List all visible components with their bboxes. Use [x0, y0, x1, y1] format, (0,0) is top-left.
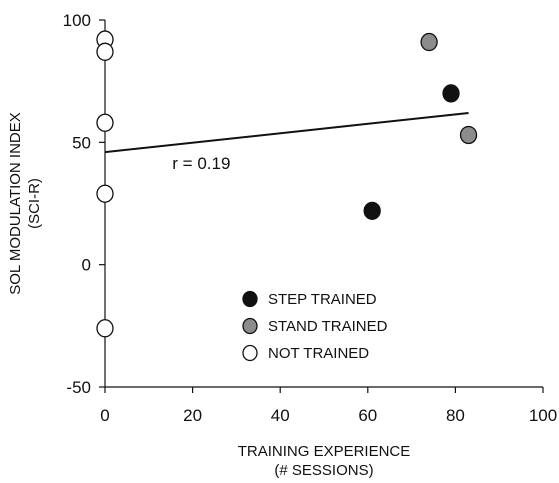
legend-label: STAND TRAINED	[268, 318, 388, 335]
x-axis-title: TRAINING EXPERIENCE (# SESSIONS)	[238, 443, 411, 479]
y-tick-label: 0	[82, 256, 91, 275]
x-tick-label: 0	[100, 406, 109, 425]
x-axis-title-line: (# SESSIONS)	[274, 462, 373, 479]
correlation-label: r = 0.19	[172, 154, 230, 173]
x-tick-label: 40	[271, 406, 290, 425]
annotations: r = 0.19	[172, 154, 230, 173]
data-point	[363, 201, 381, 220]
tick-marks	[99, 19, 544, 393]
axis-titles: TRAINING EXPERIENCE (# SESSIONS) SOL MODUL…	[7, 112, 410, 479]
y-tick-label: 100	[63, 11, 91, 30]
legend-label: NOT TRAINED	[268, 345, 369, 362]
y-axis-title: SOL MODULATION INDEX (SCI-R)	[7, 112, 43, 295]
regression-line	[104, 111, 469, 154]
x-axis-title-line: TRAINING EXPERIENCE	[238, 443, 411, 460]
data-point	[96, 113, 114, 132]
data-point	[96, 319, 114, 338]
regression-line-group	[104, 111, 469, 154]
y-tick-label: -50	[66, 378, 91, 397]
x-tick-label: 80	[446, 406, 465, 425]
legend-marker	[242, 344, 258, 362]
data-point	[420, 32, 438, 52]
x-tick-label: 20	[183, 406, 202, 425]
y-axis-title-line: (SCI-R)	[26, 178, 43, 229]
legend-label: STEP TRAINED	[268, 291, 377, 308]
tick-labels: -50 0 50 100 0 20 40 60 80 100	[63, 11, 558, 425]
data-points	[96, 30, 478, 338]
data-point	[96, 42, 114, 61]
x-tick-label: 100	[529, 406, 557, 425]
data-point	[442, 84, 460, 103]
y-axis-title-line: SOL MODULATION INDEX	[7, 112, 24, 295]
data-point	[459, 125, 478, 145]
y-tick-label: 50	[72, 133, 91, 152]
x-tick-label: 60	[358, 406, 377, 425]
data-point	[96, 184, 114, 203]
legend: STEP TRAINED STAND TRAINED NOT TRAINED	[242, 290, 388, 362]
legend-marker	[242, 290, 258, 308]
legend-marker	[242, 317, 258, 335]
